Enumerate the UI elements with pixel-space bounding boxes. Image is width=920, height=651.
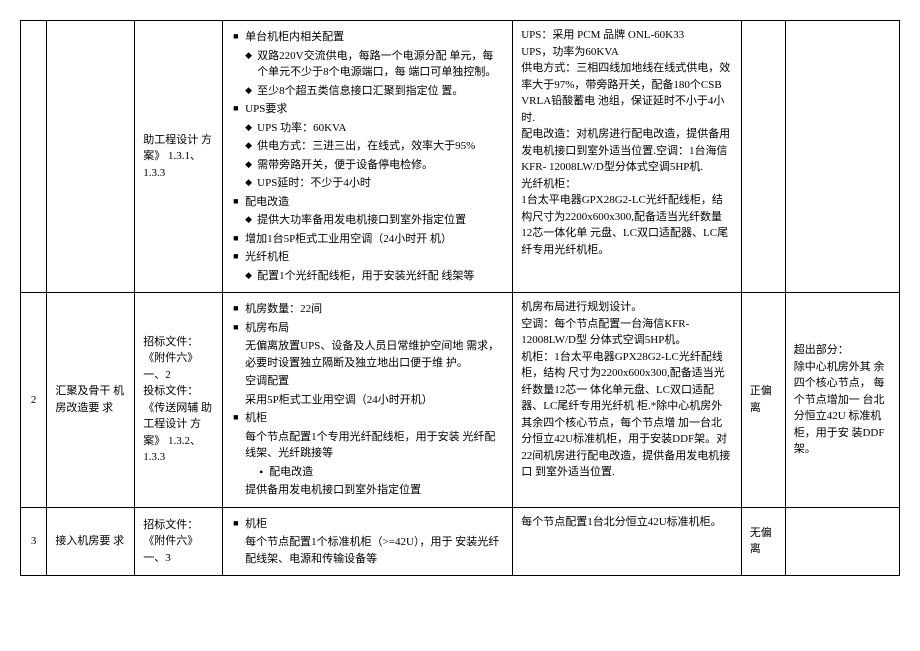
list-item: 提供大功率备用发电机接口到室外指定位置 <box>231 212 504 229</box>
reference: 招标文件：《附件六》一、3 <box>135 507 223 576</box>
list-item: 机柜 <box>231 516 504 533</box>
list-item: 配电改造 <box>231 194 504 211</box>
list-item: 采用5P柜式工业用空调（24小时开机） <box>231 392 504 409</box>
list-item: 每个节点配置1个专用光纤配线柜，用于安装 光纤配线架、光纤跳接等 <box>231 429 504 462</box>
list-item: 供电方式：三进三出，在线式，效率大于95% <box>231 138 504 155</box>
reference: 助工程设计 方案》 1.3.1、1.3.3 <box>135 21 223 293</box>
list-item: UPS要求 <box>231 101 504 118</box>
spec-table: 助工程设计 方案》 1.3.1、1.3.3单台机柜内相关配置双路220V交流供电… <box>20 20 900 576</box>
list-item: 每个节点配置1个标准机柜（>=42U），用于 安装光纤配线架、电源和传输设备等 <box>231 534 504 567</box>
item-name <box>47 21 135 293</box>
list-item: 提供备用发电机接口到室外指定位置 <box>231 482 504 499</box>
remark: 超出部分： 除中心机房外其 余四个核心节点， 每个节点增加一 台北分恒立42U … <box>785 293 899 508</box>
deviation: 无偏离 <box>741 507 785 576</box>
row-number: 3 <box>21 507 47 576</box>
list-item: 机柜 <box>231 410 504 427</box>
list-item: UPS 功率：60KVA <box>231 120 504 137</box>
list-item: 光纤机柜 <box>231 249 504 266</box>
table-row: 2汇聚及骨干 机房改造要 求招标文件：《附件六》一、2 投标文件：《传送网辅 助… <box>21 293 900 508</box>
response: UPS：采用 PCM 品牌 ONL-60K33 UPS，功率为60KVA 供电方… <box>513 21 742 293</box>
row-number: 2 <box>21 293 47 508</box>
item-name: 汇聚及骨干 机房改造要 求 <box>47 293 135 508</box>
list-item: 无偏离放置UPS、设备及人员日常维护空间地 需求，必要时设置独立隔断及独立地出口… <box>231 338 504 371</box>
list-item: 增加1台5P柜式工业用空调（24小时开 机） <box>231 231 504 248</box>
response: 每个节点配置1台北分恒立42U标准机柜。 <box>513 507 742 576</box>
list-item: 单台机柜内相关配置 <box>231 29 504 46</box>
list-item: 空调配置 <box>231 373 504 390</box>
table-row: 助工程设计 方案》 1.3.1、1.3.3单台机柜内相关配置双路220V交流供电… <box>21 21 900 293</box>
list-item: 配电改造 <box>231 464 504 481</box>
reference: 招标文件：《附件六》一、2 投标文件：《传送网辅 助工程设计 方案》 1.3.2… <box>135 293 223 508</box>
table-row: 3接入机房要 求招标文件：《附件六》一、3机柜每个节点配置1个标准机柜（>=42… <box>21 507 900 576</box>
list-item: 需带旁路开关，便于设备停电检修。 <box>231 157 504 174</box>
remark <box>785 507 899 576</box>
response: 机房布局进行规划设计。 空调：每个节点配置一台海信KFR-12008LW/D型 … <box>513 293 742 508</box>
list-item: 至少8个超五类信息接口汇聚到指定位 置。 <box>231 83 504 100</box>
list-item: 机房布局 <box>231 320 504 337</box>
item-name: 接入机房要 求 <box>47 507 135 576</box>
deviation <box>741 21 785 293</box>
requirement: 机柜每个节点配置1个标准机柜（>=42U），用于 安装光纤配线架、电源和传输设备… <box>223 507 513 576</box>
list-item: UPS延时：不少于4小时 <box>231 175 504 192</box>
requirement: 单台机柜内相关配置双路220V交流供电，每路一个电源分配 单元，每个单元不少于8… <box>223 21 513 293</box>
list-item: 配置1个光纤配线柜，用于安装光纤配 线架等 <box>231 268 504 285</box>
list-item: 机房数量：22间 <box>231 301 504 318</box>
deviation: 正偏离 <box>741 293 785 508</box>
requirement: 机房数量：22间机房布局无偏离放置UPS、设备及人员日常维护空间地 需求，必要时… <box>223 293 513 508</box>
row-number <box>21 21 47 293</box>
list-item: 双路220V交流供电，每路一个电源分配 单元，每个单元不少于8个电源端口，每 端… <box>231 48 504 81</box>
remark <box>785 21 899 293</box>
